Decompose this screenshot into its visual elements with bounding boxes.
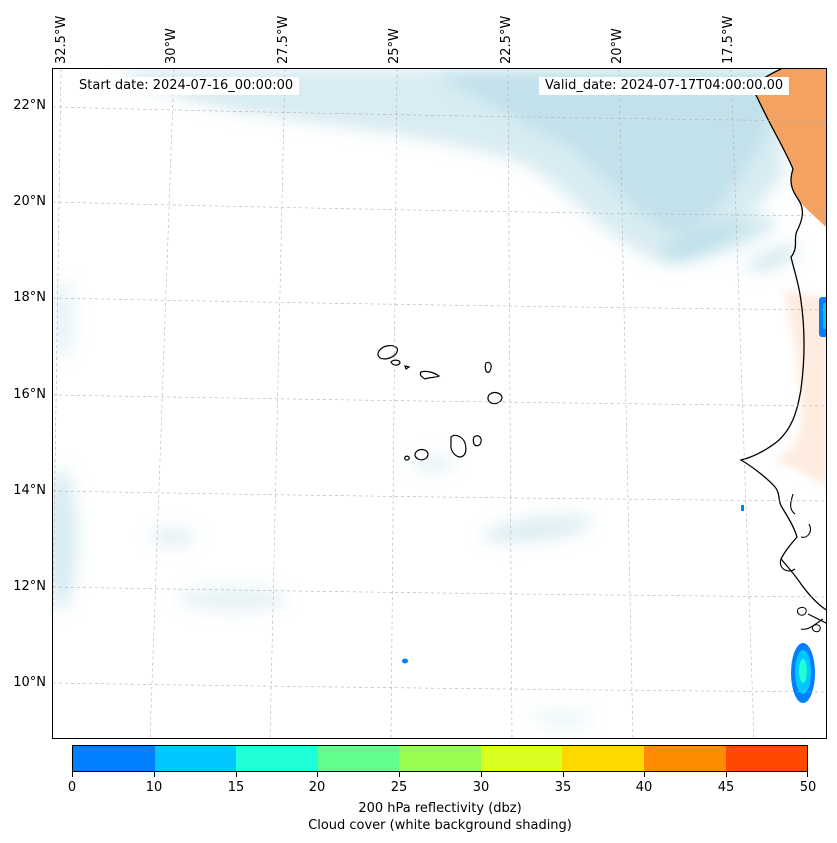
valid-date-label: Valid_date: 2024-07-17T04:00:00.00 bbox=[539, 77, 790, 95]
echo-southeast-core bbox=[799, 659, 807, 683]
map-panel bbox=[52, 68, 827, 739]
cloud-streak-east bbox=[660, 216, 776, 262]
colorbar-tick-40 bbox=[644, 772, 645, 777]
cloud-west-edge bbox=[53, 469, 77, 609]
cloud-patch-5 bbox=[533, 709, 593, 729]
colorbar-tick-label-25: 25 bbox=[390, 780, 408, 795]
colorbar-tick-0 bbox=[72, 772, 73, 777]
lat-label-16n: 16°N bbox=[13, 387, 46, 402]
colorbar-tick-10 bbox=[154, 772, 155, 777]
meridian-30w bbox=[149, 69, 175, 738]
colorbar-segment-2 bbox=[236, 746, 318, 771]
reflectivity-colorbar bbox=[72, 745, 808, 772]
island-santa-luzia bbox=[404, 365, 411, 370]
lat-label-18n: 18°N bbox=[13, 290, 46, 305]
colorbar-segment-1 bbox=[154, 746, 237, 771]
lat-label-20n: 20°N bbox=[13, 194, 46, 209]
lon-label-27-5w: 27.5°W bbox=[276, 15, 291, 64]
colorbar-tick-label-45: 45 bbox=[717, 780, 735, 795]
colorbar-segment-8 bbox=[725, 746, 808, 771]
island-santiago bbox=[450, 434, 467, 458]
graticule bbox=[53, 69, 826, 738]
island-sao-nicolau bbox=[419, 370, 441, 380]
colorbar-tick-15 bbox=[236, 772, 237, 777]
lon-label-30w: 30°W bbox=[164, 28, 179, 64]
meridian-25w bbox=[390, 69, 398, 738]
colorbar-tick-label-10: 10 bbox=[145, 780, 163, 795]
parallel-14n bbox=[53, 490, 826, 502]
colorbar-tick-label-50: 50 bbox=[799, 780, 817, 795]
parallel-22n bbox=[53, 106, 826, 122]
parallel-16n bbox=[53, 394, 826, 407]
lon-label-20w: 20°W bbox=[610, 28, 625, 64]
colorbar-segment-6 bbox=[562, 746, 644, 771]
cloud-patch-1 bbox=[178, 587, 288, 611]
island-fogo bbox=[414, 448, 429, 461]
cloud-streak-east-2 bbox=[746, 246, 800, 272]
island-maio bbox=[472, 435, 482, 447]
colorbar-segment-3 bbox=[317, 746, 400, 771]
cloud-patch-3 bbox=[483, 514, 593, 544]
echo-east-18n-inner bbox=[823, 303, 826, 329]
echo-small-10n bbox=[402, 658, 408, 664]
parallel-18n bbox=[53, 297, 826, 311]
colorbar-segment-0 bbox=[73, 746, 155, 771]
lat-label-10n: 10°N bbox=[13, 675, 46, 690]
cloud-cover-shading bbox=[53, 69, 800, 729]
colorbar-tick-45 bbox=[726, 772, 727, 777]
meridian-22-5w bbox=[507, 69, 513, 738]
colorbar-tick-label-35: 35 bbox=[554, 780, 572, 795]
colorbar-tick-30 bbox=[481, 772, 482, 777]
lon-label-25w: 25°W bbox=[387, 28, 402, 64]
lon-label-22-5w: 22.5°W bbox=[499, 15, 514, 64]
colorbar-tick-label-15: 15 bbox=[227, 780, 245, 795]
lat-label-12n: 12°N bbox=[13, 579, 46, 594]
parallel-20n bbox=[53, 201, 826, 217]
colorbar-tick-50 bbox=[807, 772, 808, 777]
meridian-27-5w bbox=[269, 69, 286, 738]
map-canvas bbox=[53, 69, 826, 738]
colorbar-label: 200 hPa reflectivity (dbz) bbox=[358, 801, 522, 816]
meridian-20w bbox=[618, 69, 634, 738]
coastline-guinea bbox=[779, 493, 826, 630]
reflectivity-echoes bbox=[402, 297, 826, 703]
cape-verde-islands bbox=[377, 345, 503, 461]
island-sal bbox=[484, 361, 492, 374]
land-africa bbox=[739, 69, 826, 633]
cloud-band-north-core bbox=[433, 69, 773, 234]
start-date-label: Start date: 2024-07-16_00:00:00 bbox=[73, 77, 300, 95]
colorbar-tick-20 bbox=[317, 772, 318, 777]
island-santo-antao bbox=[377, 345, 398, 360]
parallel-10n bbox=[53, 682, 826, 693]
island-sao-vicente bbox=[390, 359, 401, 366]
island-boa-vista bbox=[487, 391, 503, 405]
colorbar-segment-7 bbox=[643, 746, 726, 771]
land-fill-west-africa bbox=[773, 289, 826, 488]
lat-label-14n: 14°N bbox=[13, 483, 46, 498]
colorbar-segment-5 bbox=[480, 746, 563, 771]
meridian-32-5w bbox=[53, 69, 62, 626]
lat-label-22n: 22°N bbox=[13, 98, 46, 113]
cloud-west-edge-2 bbox=[53, 279, 75, 359]
lon-label-17-5w: 17.5°W bbox=[721, 15, 736, 64]
colorbar-segment-4 bbox=[399, 746, 481, 771]
colorbar-tick-25 bbox=[399, 772, 400, 777]
parallel-12n bbox=[53, 586, 826, 598]
colorbar-tick-label-30: 30 bbox=[472, 780, 490, 795]
colorbar-tick-35 bbox=[563, 772, 564, 777]
land-fill-north bbox=[753, 69, 826, 228]
coastline-africa bbox=[739, 69, 826, 611]
colorbar-tick-label-40: 40 bbox=[635, 780, 653, 795]
coastline-bissagos bbox=[797, 606, 821, 633]
colorbar-tick-label-0: 0 bbox=[67, 780, 77, 795]
meridian-17-5w bbox=[730, 69, 755, 738]
island-brava bbox=[404, 455, 410, 461]
colorbar-sublabel: Cloud cover (white background shading) bbox=[308, 818, 572, 833]
cloud-patch-2 bbox=[151, 528, 195, 546]
lon-label-32-5w: 32.5°W bbox=[54, 15, 69, 64]
colorbar-tick-label-20: 20 bbox=[308, 780, 326, 795]
echo-coast-14n bbox=[741, 505, 744, 511]
